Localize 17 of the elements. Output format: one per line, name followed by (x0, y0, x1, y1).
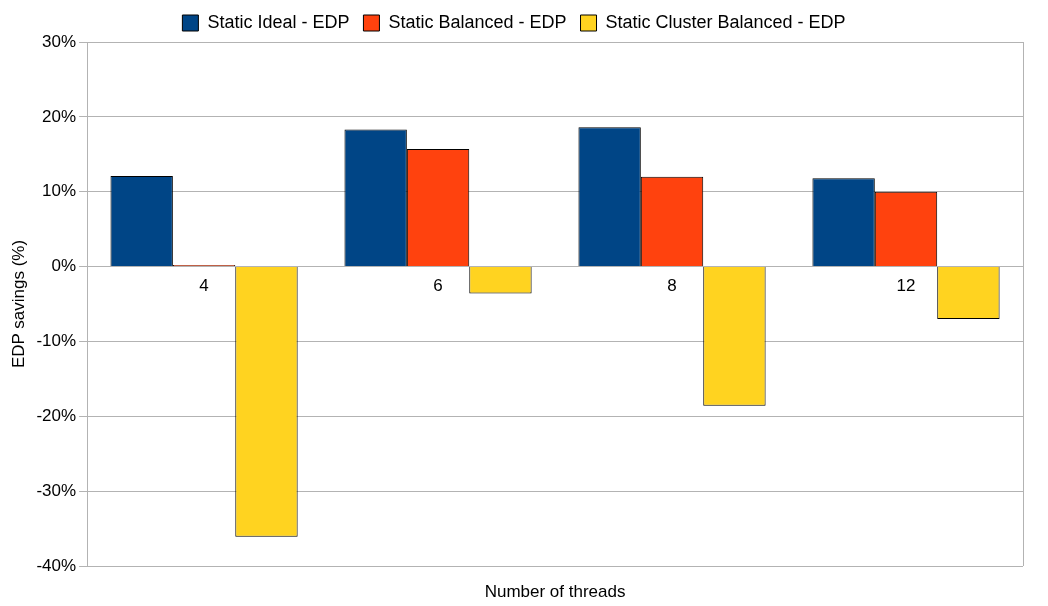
y-tick-label: -10% (36, 331, 77, 351)
legend-label: Static Cluster Balanced - EDP (605, 11, 846, 32)
y-tick-label: 10% (42, 181, 77, 201)
legend-label: Static Balanced - EDP (388, 11, 567, 32)
x-tick-label: 8 (667, 276, 677, 296)
y-tick-label: 20% (42, 106, 77, 126)
y-tick-label: -30% (36, 480, 77, 500)
y-tick-label: -20% (36, 405, 77, 425)
y-axis-title: EDP savings (%) (8, 239, 28, 369)
x-tick-label: 12 (896, 276, 916, 296)
y-tick-label: -40% (36, 555, 77, 575)
x-tick-label: 4 (199, 276, 209, 296)
x-axis-title: Number of threads (484, 581, 626, 601)
x-tick-label: 6 (433, 276, 443, 296)
legend-label: Static Ideal - EDP (207, 11, 350, 32)
y-tick-label: 0% (51, 256, 77, 276)
y-tick-label: 30% (42, 31, 77, 51)
